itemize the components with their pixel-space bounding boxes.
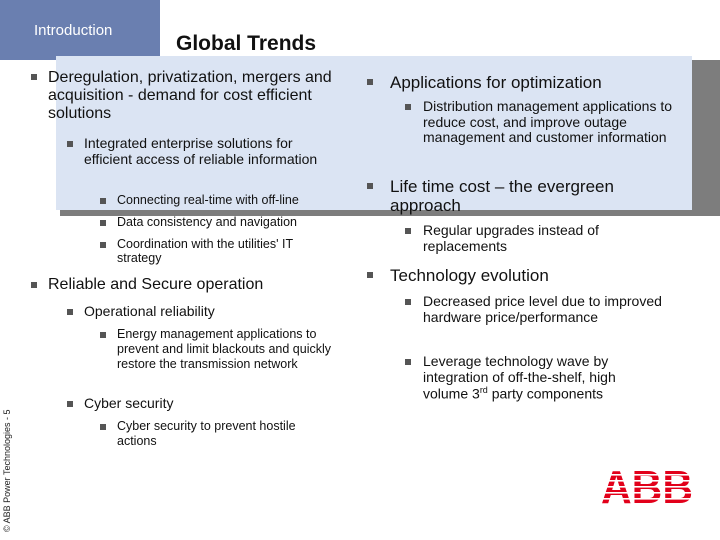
bullet-text: Data consistency and navigation [117, 215, 297, 229]
bullet-text: Leverage technology wave by integration … [423, 353, 663, 403]
bullet-square-icon [67, 309, 73, 315]
bullet-square-icon [100, 242, 106, 248]
section-tab [0, 0, 160, 60]
bullet-square-icon [100, 198, 106, 204]
bullet-text: Reliable and Secure operation [48, 276, 264, 293]
section-tab-label: Introduction [34, 22, 113, 39]
bullet-square-icon [31, 74, 37, 80]
bullet-text: Applications for optimization [390, 73, 602, 92]
copyright-notice: © ABB Power Technologies - 5 [2, 409, 12, 532]
bullet-text: Decreased price level due to improved ha… [423, 293, 662, 325]
leverage-text-main: Leverage technology wave by integration … [423, 353, 616, 402]
bullet-square-icon [405, 299, 411, 305]
bullet-text: Cyber security to prevent hostile action… [117, 419, 296, 448]
bullet-text: Technology evolution [390, 266, 549, 285]
bullet-text: Regular upgrades instead of replacements [423, 222, 599, 254]
bullet-text: Coordination with the utilities' IT stra… [117, 237, 293, 265]
bullet-text: Integrated enterprise solutions for effi… [84, 135, 318, 167]
bullet-text: Life time cost – the evergreen approach [390, 177, 614, 216]
header-bar [160, 0, 720, 60]
page-title: Global Trends [176, 32, 317, 55]
bullet-square-icon [100, 424, 106, 430]
bullet-square-icon [67, 401, 73, 407]
bullet-text: Deregulation, privatization, mergers and… [48, 69, 332, 122]
leverage-text-tail: party components [487, 386, 603, 402]
bullet-square-icon [405, 104, 411, 110]
bullet-square-icon [367, 272, 373, 278]
abb-logo-stripes [600, 474, 694, 500]
bullet-text: Energy management applications to preven… [117, 327, 332, 371]
superscript-rd: rd [479, 385, 488, 396]
bullet-square-icon [67, 141, 73, 147]
bullet-text: Operational reliability [84, 303, 215, 319]
bullet-text: Distribution management applications to … [423, 98, 673, 146]
bullet-text: Connecting real-time with off-line [117, 193, 299, 207]
bullet-text: Cyber security [84, 395, 174, 411]
highlight-band [56, 56, 692, 210]
bullet-square-icon [367, 183, 373, 189]
bullet-square-icon [100, 332, 106, 338]
bullet-square-icon [405, 228, 411, 234]
bullet-square-icon [31, 282, 37, 288]
bullet-square-icon [405, 359, 411, 365]
abb-logo: ABB [600, 466, 694, 506]
bullet-square-icon [367, 79, 373, 85]
bullet-square-icon [100, 220, 106, 226]
